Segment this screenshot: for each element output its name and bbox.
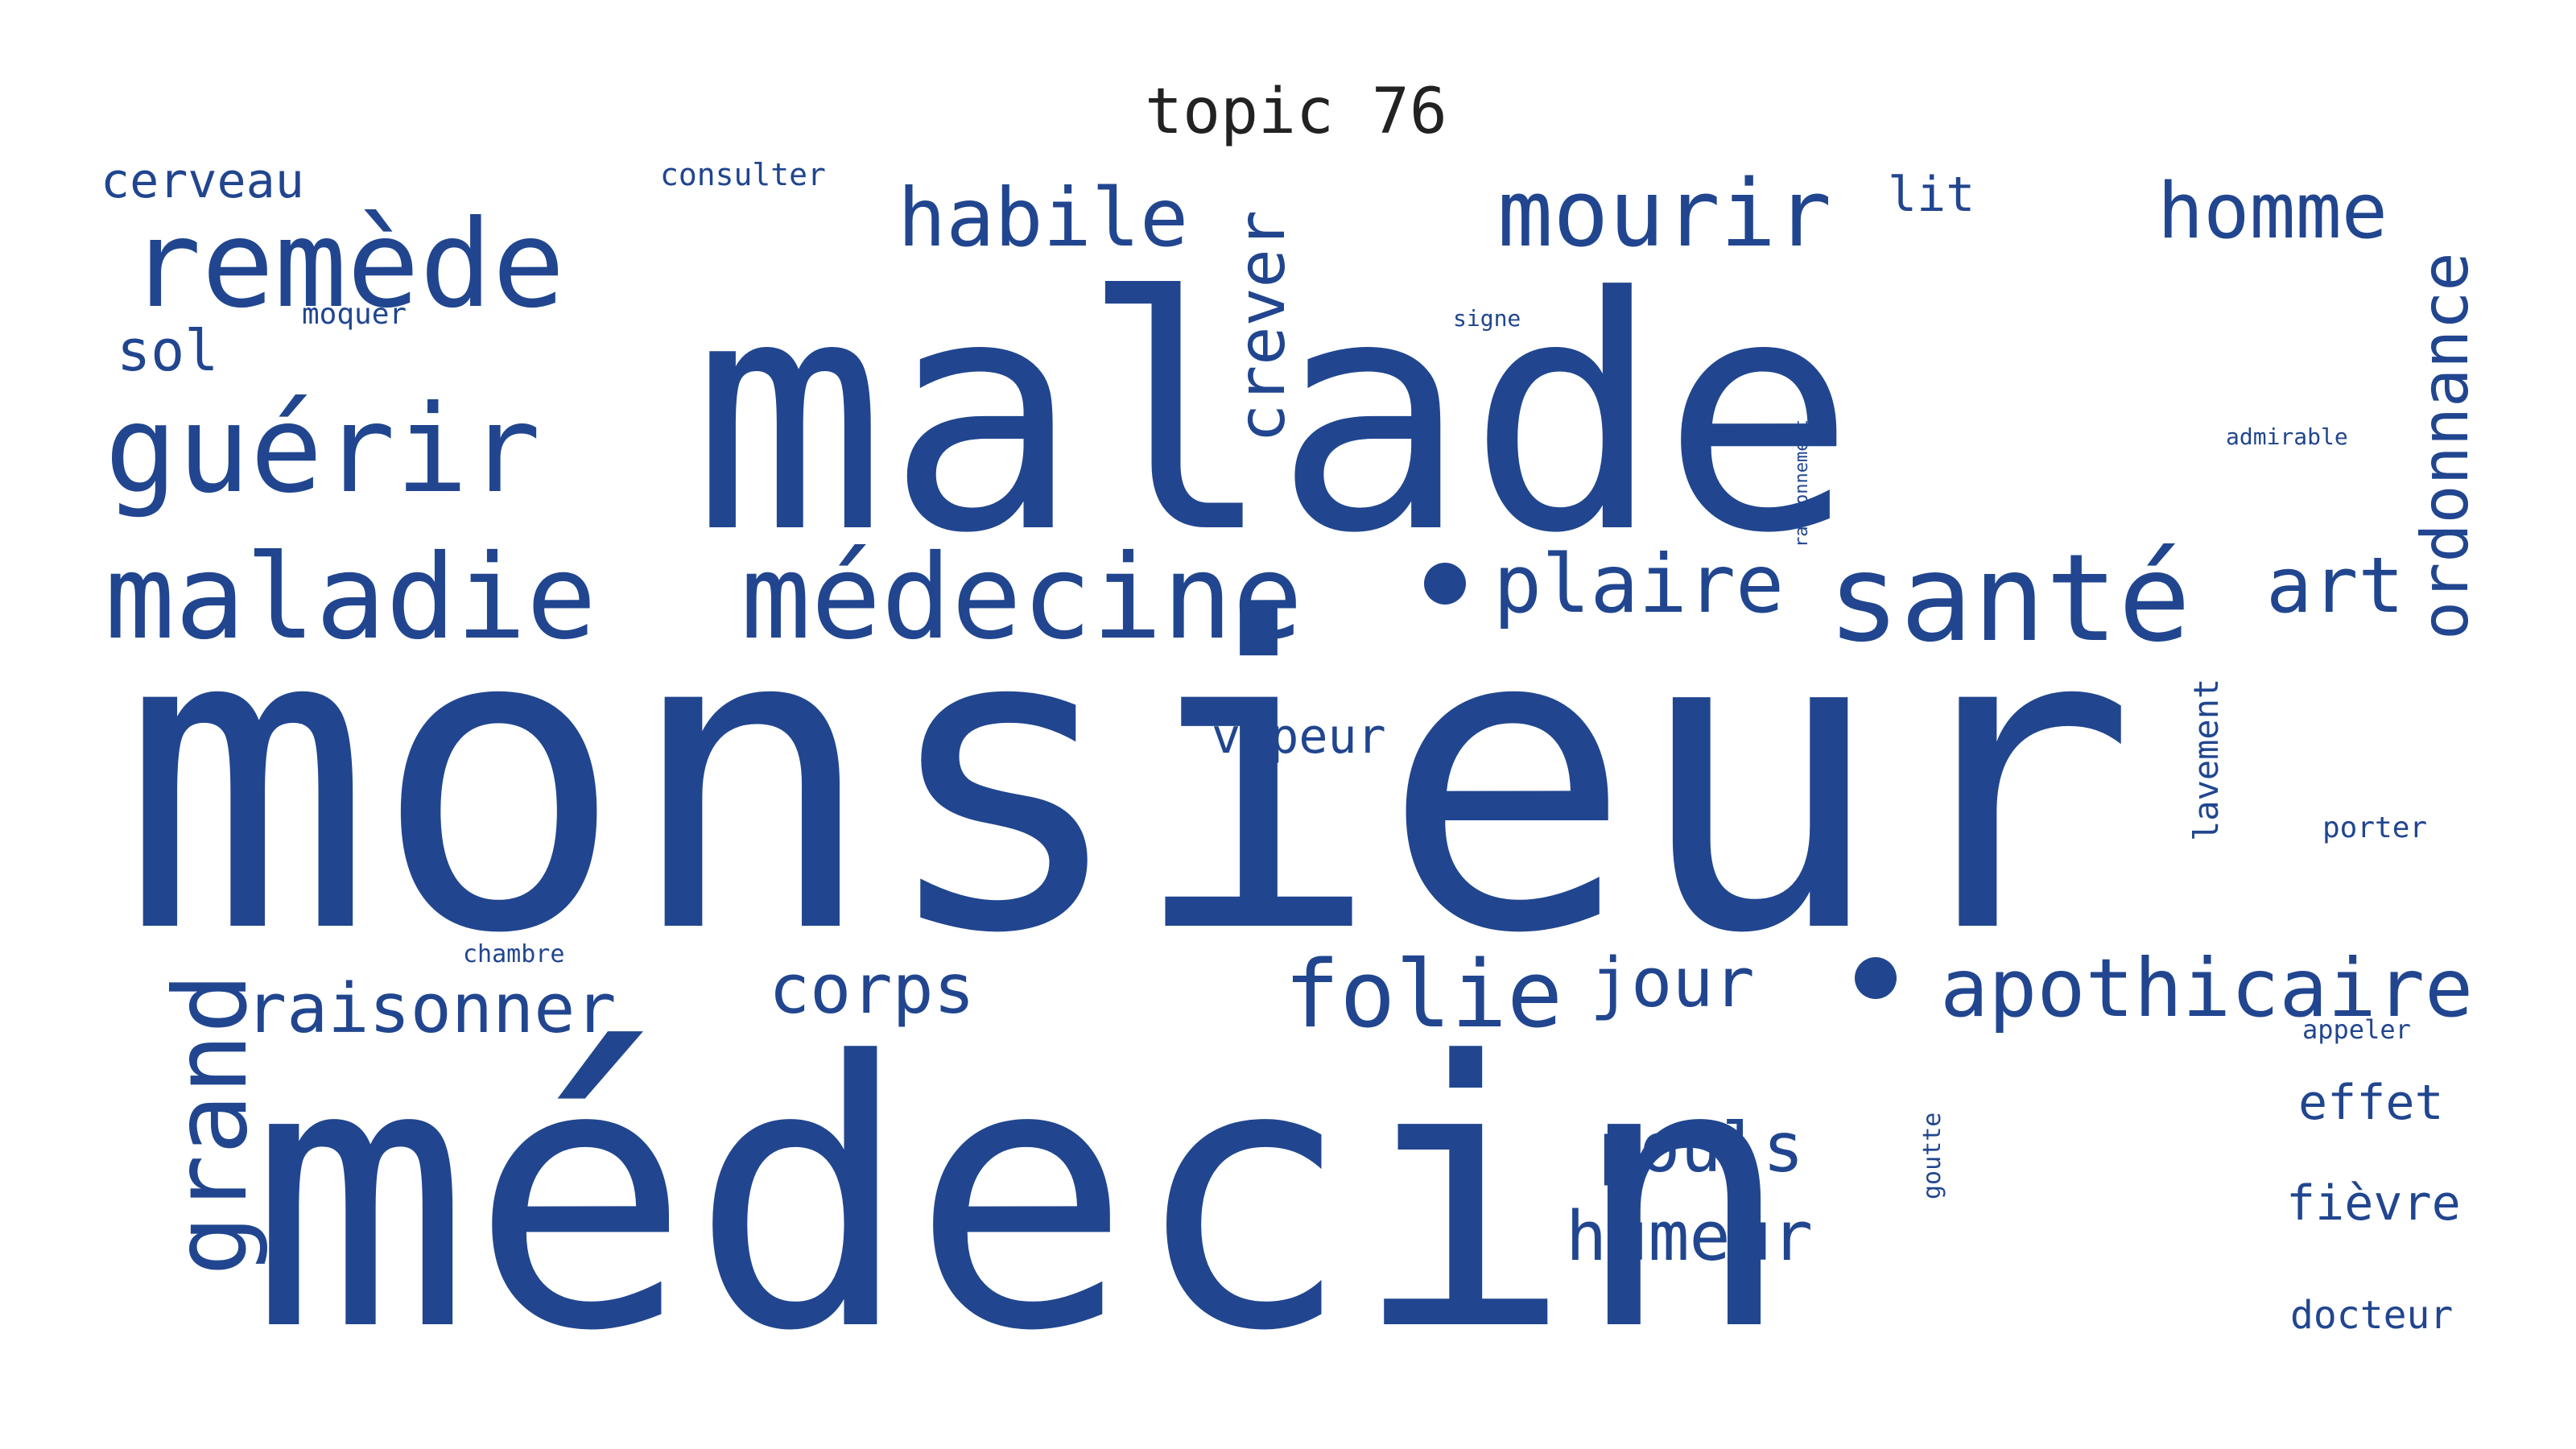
word-santé: santé — [1827, 529, 2191, 669]
word-raisonnement: raisonnement — [1792, 419, 1812, 547]
word-docteur: docteur — [2290, 1293, 2453, 1338]
word-appeler: appeler — [2302, 1014, 2411, 1045]
word-effet: effet — [2298, 1075, 2444, 1131]
word-mourir: mourir — [1497, 160, 1831, 268]
word-porter: porter — [2322, 811, 2427, 844]
word-crever: crever — [1224, 210, 1299, 443]
word-maladie: maladie — [105, 530, 597, 666]
word-admirable: admirable — [2226, 423, 2348, 450]
word-lit: lit — [1888, 167, 1975, 223]
word-folie: folie — [1284, 941, 1563, 1049]
word-grand: grand — [153, 973, 270, 1276]
word-apothicaire: apothicaire — [1940, 941, 2473, 1035]
word-remède: remède — [129, 195, 565, 335]
word-plaire: plaire — [1493, 537, 1784, 631]
dot-mark-1 — [1424, 563, 1466, 605]
word-monsieur: monsieur — [121, 537, 2137, 1025]
word-homme: homme — [2157, 167, 2388, 256]
word-signe: signe — [1453, 305, 1521, 332]
word-médecin: médecin — [250, 985, 1794, 1411]
word-lavement: lavement — [2186, 679, 2226, 841]
word-art: art — [2266, 542, 2405, 630]
word-moquer: moquer — [302, 298, 407, 331]
word-ordonnance: ordonnance — [2408, 252, 2483, 640]
word-pouls: pouls — [1598, 1108, 1804, 1188]
word-cerveau: cerveau — [101, 153, 304, 209]
word-chambre: chambre — [463, 940, 564, 968]
dot-mark-2 — [1855, 957, 1897, 999]
word-guérir: guérir — [105, 380, 541, 520]
word-médecine: médecine — [741, 530, 1302, 666]
word-consulter: consulter — [660, 157, 826, 192]
word-humeur: humeur — [1566, 1197, 1813, 1277]
word-jour: jour — [1590, 943, 1755, 1023]
word-malade: malade — [692, 229, 1856, 604]
word-vapeur: vapeur — [1212, 708, 1386, 765]
word-fièvre: fièvre — [2286, 1175, 2461, 1232]
word-habile: habile — [898, 171, 1188, 265]
word-corps: corps — [769, 950, 975, 1030]
word-raisonner: raisonner — [246, 969, 617, 1049]
figure-title: topic 76 — [1145, 76, 1447, 148]
word-goutte: goutte — [1918, 1113, 1946, 1199]
word-sol: sol — [117, 318, 218, 384]
